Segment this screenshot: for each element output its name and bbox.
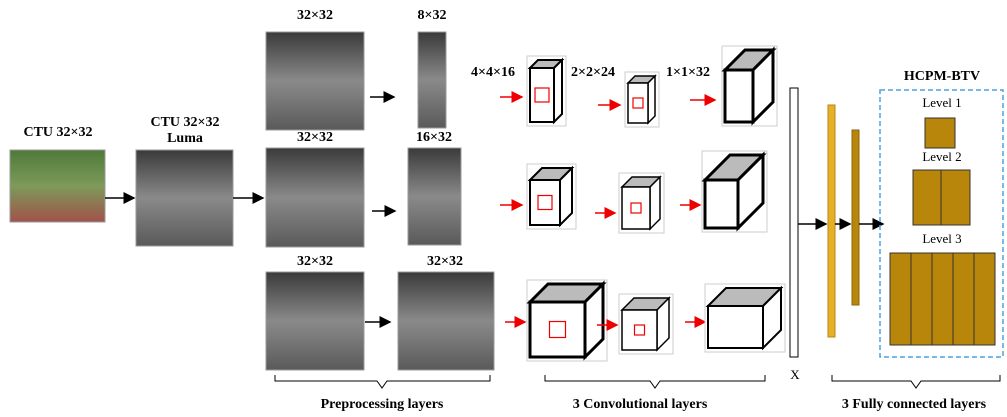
section-label: 3 Fully connected layers bbox=[842, 397, 987, 412]
diagram: CTU 32×32 CTU 32×32 Luma 32×32 8×32 32×3… bbox=[0, 0, 1007, 417]
cube-side bbox=[554, 60, 562, 122]
fc-layer bbox=[828, 105, 835, 337]
section-label: Preprocessing layers bbox=[321, 397, 444, 412]
level-block bbox=[890, 253, 995, 345]
cube-front bbox=[622, 187, 650, 229]
section-label: 3 Convolutional layers bbox=[573, 397, 708, 412]
luma-image bbox=[136, 150, 233, 246]
fc-layer bbox=[852, 130, 859, 305]
cube-front bbox=[530, 302, 585, 357]
branch-image bbox=[418, 32, 446, 128]
branch-image bbox=[398, 272, 494, 370]
size-label: 32×32 bbox=[427, 254, 463, 269]
conv-size: 4×4×16 bbox=[471, 65, 515, 80]
conv-size: 1×1×32 bbox=[666, 65, 710, 80]
cube-front bbox=[628, 83, 648, 123]
ctu-image bbox=[10, 150, 105, 222]
conv-size: 2×2×24 bbox=[571, 65, 615, 80]
cube-front bbox=[708, 306, 763, 348]
ctu-label: CTU 32×32 bbox=[23, 125, 92, 140]
size-label: 32×32 bbox=[297, 8, 333, 23]
branch-image bbox=[266, 148, 364, 247]
concat-bar bbox=[790, 88, 798, 357]
concat-label: X bbox=[790, 367, 800, 382]
cube-side bbox=[648, 76, 655, 123]
branch-image bbox=[408, 148, 461, 245]
cube-front bbox=[725, 70, 753, 122]
cube-side bbox=[650, 177, 660, 229]
level-label: Level 1 bbox=[922, 95, 961, 110]
level-block bbox=[925, 118, 955, 148]
cube-front bbox=[622, 310, 657, 350]
branch-image bbox=[266, 32, 364, 130]
size-label: 32×32 bbox=[297, 254, 333, 269]
brace bbox=[275, 375, 490, 388]
output-title: HCPM-BTV bbox=[904, 69, 980, 84]
brace bbox=[832, 375, 1000, 388]
luma-label: CTU 32×32 bbox=[150, 115, 219, 130]
luma-sub-label: Luma bbox=[167, 131, 203, 146]
level-label: Level 2 bbox=[922, 149, 961, 164]
cube-front bbox=[530, 68, 554, 122]
branch-image bbox=[266, 272, 364, 370]
brace bbox=[545, 375, 765, 388]
size-label: 32×32 bbox=[297, 130, 333, 145]
size-label: 8×32 bbox=[418, 8, 447, 23]
level-label: Level 3 bbox=[922, 231, 961, 246]
cube-front bbox=[530, 180, 560, 225]
cube-front bbox=[705, 180, 738, 228]
size-label: 16×32 bbox=[416, 130, 452, 145]
